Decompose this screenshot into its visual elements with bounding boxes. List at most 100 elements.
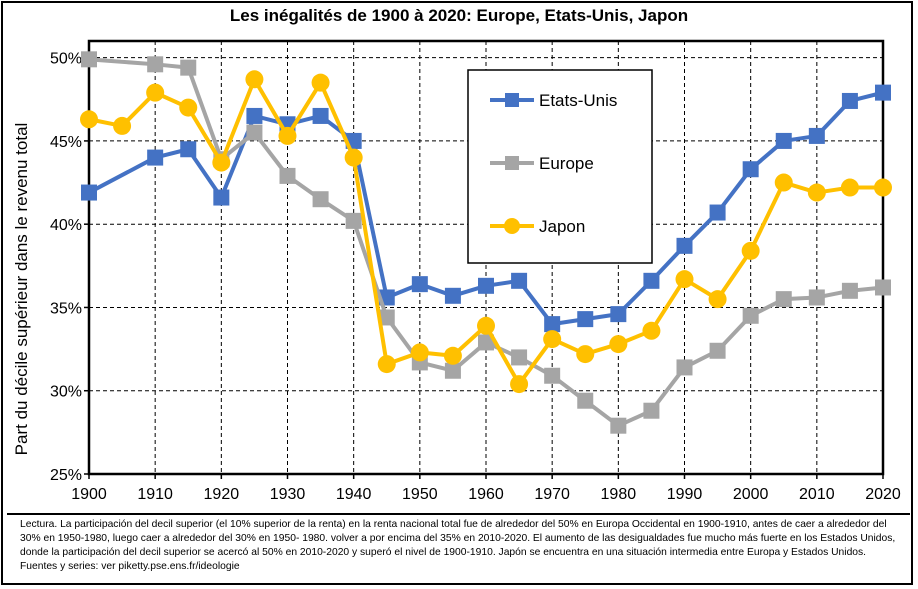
data-point [212,153,231,172]
data-point [312,107,329,124]
data-point [774,173,793,192]
data-point [841,282,858,299]
x-tick-label: 2010 [799,486,835,503]
data-point [576,345,595,364]
y-tick-label: 40% [50,217,82,234]
y-tick-label: 45% [50,134,82,151]
data-point [577,392,594,409]
legend-item: Japon [490,217,585,236]
data-point [81,51,97,68]
data-point [741,241,760,260]
data-point [444,287,461,304]
data-point [147,56,164,73]
data-point [742,161,759,178]
data-point [278,126,297,145]
data-point [179,98,198,117]
x-tick-label: 1960 [468,486,504,503]
legend-marker [504,218,520,234]
data-point [841,92,858,109]
x-tick-label: 1990 [667,486,703,503]
x-tick-label: 1900 [71,486,107,503]
note-line: donde la participación del decil superio… [20,547,867,558]
legend-label: Japon [539,217,585,236]
x-tick-label: 1970 [534,486,570,503]
data-point [245,70,264,89]
data-point [345,212,362,229]
data-point [840,178,859,197]
x-tick-label: 1930 [270,486,306,503]
note-line: 30% en 1950-1980, luego caer a alrededor… [20,533,896,544]
x-tick-label: 2020 [865,486,901,503]
data-point [742,307,759,324]
data-point [80,110,98,129]
data-point [775,132,792,149]
legend-marker [505,93,519,107]
data-point [874,178,892,197]
data-point [543,330,562,349]
data-point [444,362,461,379]
x-tick-label: 2000 [733,486,769,503]
y-tick-label: 50% [50,51,82,68]
series-lines [80,51,892,434]
x-tick-label: 1940 [336,486,372,503]
legend-marker [505,156,519,170]
data-point [344,148,363,167]
data-point [146,83,165,102]
y-tick-label: 35% [50,300,82,317]
data-point [180,141,197,158]
data-point [808,289,825,306]
series-japon [80,70,892,394]
y-tick-label: 25% [50,467,82,484]
chart-title: Les inégalités de 1900 à 2020: Europe, E… [229,6,689,25]
data-point [478,277,494,294]
data-point [147,149,164,166]
data-point [246,124,263,141]
data-point [875,84,891,101]
reading-note: Lectura. La participación del decil supe… [7,513,910,583]
data-point [478,334,494,351]
data-point [81,184,97,201]
data-point [577,311,594,328]
note-line: Lectura. La participación del decil supe… [20,519,887,530]
data-point [410,343,429,362]
axes: 25% 30% 35% 40% 45% 50% 1900 1910 1920 1930 1940 19… [50,39,901,503]
series-europe [81,51,891,434]
data-point [511,349,528,366]
legend-label: Etats-Unis [539,91,617,110]
data-point [411,276,428,293]
data-point [643,272,660,289]
data-point [643,402,660,419]
data-point [477,316,495,335]
data-point [378,309,395,326]
data-point [279,167,296,184]
data-point [709,204,726,221]
data-point [676,359,693,376]
x-tick-label: 1920 [204,486,240,503]
data-point [708,290,727,309]
data-point [510,375,529,394]
data-point [610,306,627,323]
legend-box [467,69,653,264]
data-point [311,73,330,92]
y-tick-label: 30% [50,384,82,401]
data-point [675,270,694,289]
data-point [511,272,528,289]
data-point [875,279,891,296]
data-point [544,367,561,384]
data-point [609,335,628,354]
data-point [807,183,826,202]
data-point [246,107,263,124]
data-point [377,355,396,374]
note-line: Fuentes y series: ver piketty.pse.ens.fr… [20,561,240,572]
x-tick-label: 1950 [402,486,438,503]
x-tick-label: 1910 [137,486,173,503]
data-point [213,189,230,206]
data-point [610,417,627,434]
data-point [180,59,197,76]
data-point [443,346,462,365]
legend-item: Etats-Unis [490,91,617,110]
plot-area-border [87,39,885,476]
data-point [544,316,561,333]
legend-label: Europe [539,154,594,173]
